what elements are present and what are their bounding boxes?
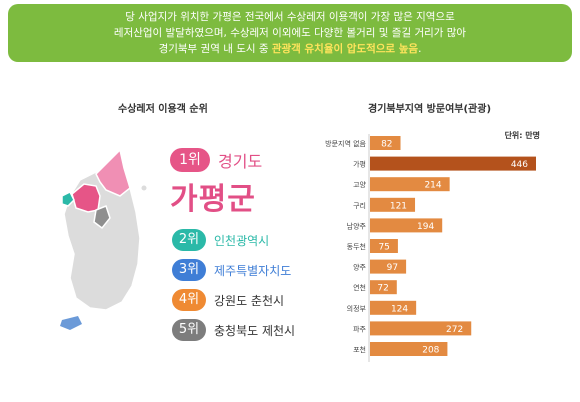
chart-bar [370,156,536,171]
chart-bar [370,177,450,192]
korea-map-illustration [60,148,147,330]
chart-category-label: 남양주 [347,221,367,230]
rank-3-badge: 3위 [172,259,206,281]
banner-line-1: 당 사업지가 위치한 가평은 전국에서 수상레저 이용객이 가장 많은 지역으로 [125,11,455,23]
rank-2-row: 2위 인천광역시 [172,229,269,251]
rank-5-name: 충청북도 제천시 [214,323,296,338]
chart-category-label: 방문지역 없음 [325,139,366,148]
chart-category-label: 연천 [353,283,366,292]
map-incheon-region [61,190,75,207]
chart-bar [370,239,398,253]
chart-bar [370,218,443,233]
rank-1-region: 경기도 [218,152,263,171]
chart-value-label: 272 [446,325,463,335]
chart-value-label: 446 [511,160,528,170]
chart-bar [370,342,448,356]
rank-2-name: 인천광역시 [214,233,270,248]
rank-5-badge: 5위 [172,319,206,341]
map-gangwon-region [95,148,131,197]
chart-value-label: 75 [378,243,389,253]
chart-category-label: 양주 [353,264,366,272]
chart-category-label: 구리 [353,201,366,210]
banner-highlight: 관광객 유치율이 압도적으로 높음 [271,43,419,55]
rank-2-badge: 2위 [172,229,206,251]
map-jecheon-region [93,205,111,230]
chart-category-label: 고양 [353,181,366,189]
chart-value-label: 194 [417,222,434,232]
banner-line-3-prefix: 경기북부 권역 내 도시 중 [158,43,272,55]
chart-bar [370,136,401,150]
chart-title: 경기북부지역 방문여부(관광) [368,104,492,115]
rank-1-block: 1위 경기도 가평군 [170,148,262,218]
chart-bars: 방문지역 없음 82 가평 446 고양 214 구리 121 남양주 194 동두천 75 양주 97 연… [325,134,536,362]
chart-value-label: 82 [381,140,392,150]
banner-line-2: 레저산업이 발달하였으며, 수상레저 이외에도 다양한 볼거리 및 즐길 거리가… [113,27,467,39]
rank-4-name: 강원도 춘천시 [214,293,285,308]
chart-value-label: 214 [424,181,441,191]
rank-4-row: 4위 강원도 춘천시 [172,289,284,311]
chart-category-label: 동두천 [347,242,366,251]
ranking-title: 수상레저 이용객 순위 [118,104,208,115]
rank-1-name: 가평군 [170,182,256,217]
chart-bar [370,280,397,295]
map-ulleung-island [141,185,147,191]
rank-1-badge: 1위 [170,148,210,172]
rank-5-row: 5위 충청북도 제천시 [172,319,295,341]
banner-line-3: 경기북부 권역 내 도시 중 관광객 유치율이 압도적으로 높음. [8,41,572,57]
chart-value-label: 72 [377,284,388,294]
map-gyeonggi-region [71,183,101,213]
chart-category-label: 의정부 [347,304,367,313]
chart-bar [370,197,416,212]
chart-bar [370,321,472,336]
chart-category-label: 가평 [353,160,366,169]
rank-4-badge: 4위 [172,289,206,311]
banner-line-3-suffix: . [418,43,422,55]
rank-3-row: 3위 제주특별자치도 [172,259,291,281]
chart-category-label: 파주 [353,324,366,333]
chart-value-label: 124 [391,304,408,314]
chart-value-label: 97 [387,263,398,273]
visit-bar-chart: 단위: 만명 방문지역 없음 82 가평 446 고양 214 구리 121 남양주 194 동두천… [325,130,540,362]
chart-bar [370,300,417,315]
chart-category-label: 포천 [353,345,366,354]
chart-value-label: 121 [390,201,407,211]
map-jeju-island [60,316,82,330]
rank-3-name: 제주특별자치도 [214,263,292,278]
chart-unit-label: 단위: 만명 [505,130,540,140]
chart-value-label: 208 [422,346,439,356]
summary-banner: 당 사업지가 위치한 가평은 전국에서 수상레저 이용객이 가장 많은 지역으로… [8,4,572,62]
chart-bar [370,259,407,274]
